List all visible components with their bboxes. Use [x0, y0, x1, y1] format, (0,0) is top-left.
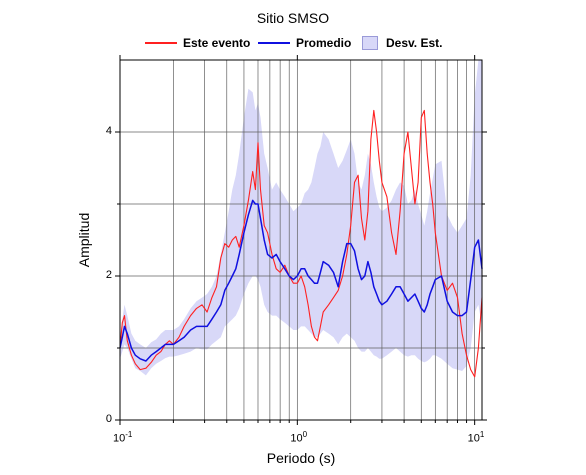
legend-item-este-evento: Este evento [145, 36, 250, 50]
y-tick-label: 4 [105, 125, 112, 137]
legend-swatch-promedio [258, 42, 290, 44]
legend-label-promedio: Promedio [296, 36, 352, 50]
legend-swatch-este-evento [145, 42, 177, 44]
series-line-este-evento [119, 109, 483, 378]
y-axis-label: Amplitud [76, 212, 92, 268]
legend-label-desv-est: Desv. Est. [386, 36, 443, 50]
legend-label-este-evento: Este evento [183, 36, 251, 50]
x-tick-label: 101 [467, 430, 485, 445]
std-dev-band [120, 60, 482, 376]
y-tick-label: 0 [105, 413, 112, 425]
x-tick-label: 100 [290, 430, 308, 445]
legend-item-promedio: Promedio [258, 36, 351, 50]
y-tick-label: 2 [105, 269, 112, 281]
plot-frame [119, 59, 483, 421]
series-line-promedio [119, 199, 483, 362]
legend-swatch-desv-est [362, 36, 378, 50]
legend: Este evento Promedio Desv. Est. [0, 36, 586, 54]
legend-item-desv-est: Desv. Est. [362, 36, 442, 50]
x-tick-label: 10-1 [113, 430, 133, 445]
x-axis-label: Periodo (s) [266, 450, 336, 466]
chart-title: Sitio SMSO [256, 10, 330, 26]
